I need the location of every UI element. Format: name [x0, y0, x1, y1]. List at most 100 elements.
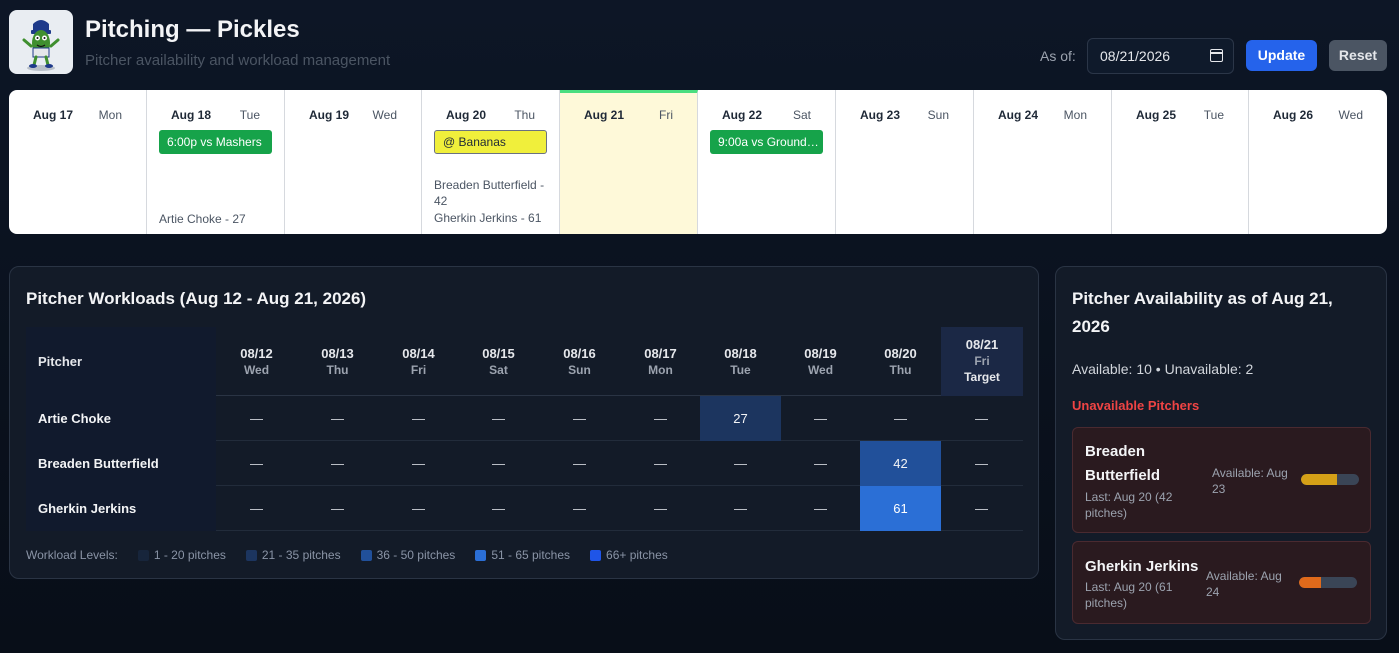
column-date: 08/21 [965, 337, 999, 352]
workload-cell: — [492, 501, 505, 516]
workloads-title: Pitcher Workloads (Aug 12 - Aug 21, 2026… [26, 289, 367, 308]
workload-grid: Pitcher 08/12 Wed 08/13 Thu 08/14 Fri 08/15 Sat… [26, 327, 1023, 531]
pitcher-name-line: Butterfield [1085, 467, 1160, 484]
workload-cell: — [814, 501, 827, 516]
unavailable-pitcher-card[interactable]: Breaden Butterfield Last: Aug 20 (42 pitche… [1072, 427, 1371, 533]
workload-cell: — [412, 456, 425, 471]
table-row: Artie Choke — — — — — — 27 — — — [26, 396, 1023, 441]
column-weekday: Thu [326, 363, 349, 377]
availability-title: Pitcher Availability as of Aug 21, 2026 [1072, 289, 1333, 336]
calendar-day[interactable]: Aug 22 Sat 9:00a vs Groundhogs [698, 90, 836, 234]
legend-item: 21 - 35 pitches [245, 548, 341, 562]
day-weekday: Sat [792, 108, 811, 122]
column-date: 08/20 [884, 346, 917, 361]
calendar-day[interactable]: Aug 18 Tue 6:00p vs Mashers Artie Choke - 2… [147, 90, 285, 234]
as-of-date-input[interactable]: 08/21/2026 [1087, 38, 1234, 74]
workload-cell: — [573, 411, 586, 426]
workload-cell: — [250, 501, 263, 516]
calendar-icon[interactable] [1210, 49, 1223, 62]
pitch-count-note: Breaden Butterfield - 42 [434, 178, 545, 208]
calendar-day[interactable]: Aug 20 Thu @ Bananas Breaden Butterfield - … [422, 90, 560, 234]
workload-cell: — [412, 501, 425, 516]
calendar-day[interactable]: Aug 23 Sun [836, 90, 974, 234]
workload-cell: 27 [700, 396, 781, 441]
calendar-day[interactable]: Aug 26 Wed [1249, 90, 1387, 234]
workload-cell: — [250, 411, 263, 426]
page-header: Pitching — Pickles Pitcher availability … [9, 10, 1387, 74]
game-event[interactable]: 6:00p vs Mashers [159, 130, 272, 154]
column-date: 08/19 [804, 346, 837, 361]
last-pitched-line: Last: Aug 20 (42 [1085, 490, 1173, 504]
available-date-line: 24 [1206, 585, 1220, 599]
calendar-day[interactable]: Aug 19 Wed [285, 90, 422, 234]
column-date: 08/14 [402, 346, 435, 361]
date-column-header: 08/17 Mon [620, 327, 701, 396]
table-row: Breaden Butterfield — — — — — — — — 42 — [26, 441, 1023, 486]
workload-cell: — [975, 411, 988, 426]
day-date: Aug 19 [309, 108, 350, 122]
recovery-bar-fill [1301, 474, 1337, 485]
column-weekday: Tue [730, 363, 751, 377]
column-weekday: Wed [807, 363, 834, 377]
target-label: Target [964, 370, 1000, 384]
workload-cell: — [412, 411, 425, 426]
workload-cell: — [975, 456, 988, 471]
calendar-day[interactable]: Aug 24 Mon [974, 90, 1112, 234]
date-column-header: 08/18 Tue [700, 327, 781, 396]
pitcher-name: Artie Choke [26, 396, 216, 441]
calendar-day[interactable]: Aug 17 Mon [9, 90, 147, 234]
update-button[interactable]: Update [1246, 40, 1317, 71]
legend-label: 51 - 65 pitches [491, 548, 571, 562]
pitcher-name: Gherkin Jerkins [26, 486, 216, 531]
schedule-calendar: Aug 17 Mon Aug 18 Tue 6:00p vs Mashers Artie … [9, 90, 1387, 234]
last-pitched: Last: Aug 20 (42 pitches) [1085, 489, 1172, 521]
day-weekday: Sun [927, 108, 949, 122]
date-column-header: 08/16 Sun [539, 327, 620, 396]
game-event[interactable]: 9:00a vs Groundhogs [710, 130, 823, 154]
pitcher-name: Gherkin Jerkins [1085, 555, 1198, 579]
availability-summary: Available: 10 • Unavailable: 2 [1072, 361, 1254, 377]
day-weekday: Tue [1203, 108, 1224, 122]
game-event[interactable]: @ Bananas [434, 130, 547, 154]
column-date: 08/12 [240, 346, 273, 361]
workload-cell: — [331, 456, 344, 471]
workload-cell: — [492, 456, 505, 471]
legend-label: 1 - 20 pitches [153, 548, 226, 562]
date-column-header: 08/13 Thu [297, 327, 378, 396]
pitch-count-note: Gherkin Jerkins - 61 [434, 211, 542, 225]
unavailable-pitcher-card[interactable]: Gherkin Jerkins Last: Aug 20 (61 pitches) A… [1072, 541, 1371, 624]
page-subtitle: Pitcher availability and workload manage… [85, 52, 391, 69]
day-date: Aug 24 [998, 108, 1039, 122]
day-date: Aug 18 [171, 108, 212, 122]
day-weekday: Mon [98, 108, 122, 122]
day-weekday: Tue [239, 108, 260, 122]
workload-cell: — [734, 501, 747, 516]
last-pitched-line: Last: Aug 20 (61 [1085, 580, 1173, 594]
legend-swatch [360, 549, 372, 561]
reset-button[interactable]: Reset [1329, 40, 1387, 71]
day-date: Aug 22 [722, 108, 763, 122]
legend-item: 1 - 20 pitches [137, 548, 226, 562]
day-date: Aug 25 [1136, 108, 1177, 122]
workload-cell: — [654, 456, 667, 471]
workload-cell: — [331, 501, 344, 516]
workload-cell: — [654, 501, 667, 516]
column-weekday: Mon [648, 363, 673, 377]
last-pitched-line: pitches) [1085, 596, 1128, 610]
column-weekday: Fri [974, 354, 990, 368]
table-row: Gherkin Jerkins — — — — — — — — 61 — [26, 486, 1023, 531]
available-date-line: Available: Aug [1206, 569, 1282, 583]
availability-panel: Pitcher Availability as of Aug 21, 2026 … [1055, 266, 1387, 640]
calendar-day[interactable]: Aug 25 Tue [1112, 90, 1249, 234]
legend-swatch [475, 549, 487, 561]
day-date: Aug 23 [860, 108, 901, 122]
legend-label: 66+ pitches [606, 548, 668, 562]
day-weekday: Wed [1338, 108, 1363, 122]
workload-cell: — [331, 411, 344, 426]
legend-item: 51 - 65 pitches [475, 548, 570, 562]
column-weekday: Wed [243, 363, 270, 377]
workload-cell: — [975, 501, 988, 516]
page-title: Pitching — Pickles [85, 16, 300, 43]
calendar-day[interactable]: Aug 21 Fri [560, 90, 698, 234]
date-column-header: 08/19 Wed [780, 327, 861, 396]
